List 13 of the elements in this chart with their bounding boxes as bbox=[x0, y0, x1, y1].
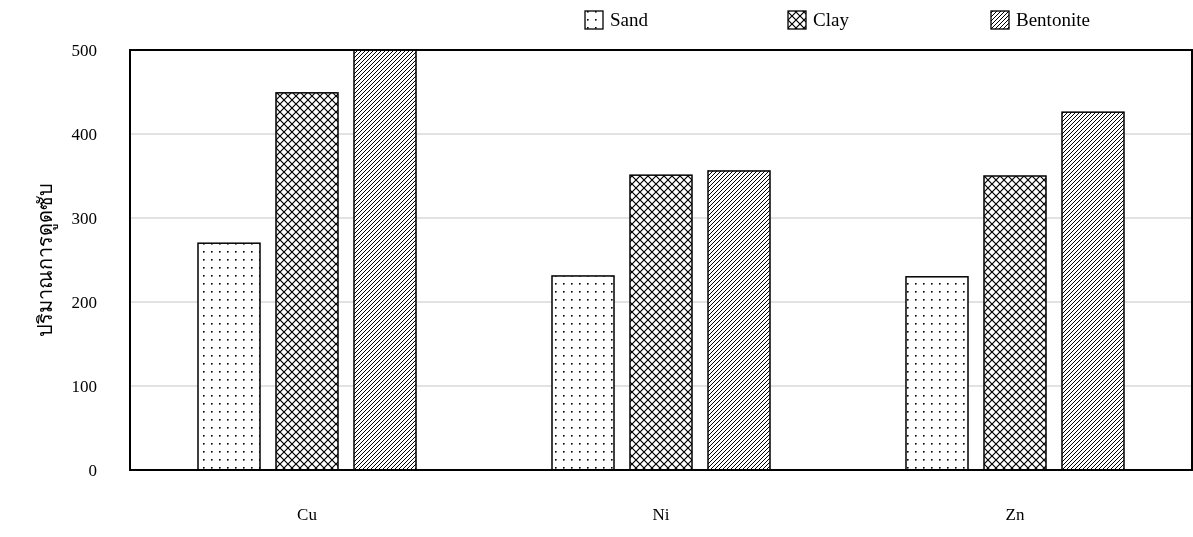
y-tick-label: 200 bbox=[71, 293, 97, 312]
x-tick-label: Ni bbox=[652, 505, 670, 524]
y-tick-label: 500 bbox=[71, 41, 97, 60]
legend-label: Clay bbox=[813, 9, 850, 30]
y-axis-title: ปริมาณการดูดซับ bbox=[34, 183, 58, 337]
y-tick-label: 400 bbox=[71, 125, 97, 144]
y-tick-label: 0 bbox=[88, 461, 97, 480]
x-tick-label: Zn bbox=[1005, 505, 1025, 524]
y-tick-label: 300 bbox=[71, 209, 97, 228]
x-tick-label: Cu bbox=[297, 505, 318, 524]
y-tick-label: 100 bbox=[71, 377, 97, 396]
legend-label: Sand bbox=[610, 9, 649, 30]
legend-label: Bentonite bbox=[1016, 9, 1090, 30]
